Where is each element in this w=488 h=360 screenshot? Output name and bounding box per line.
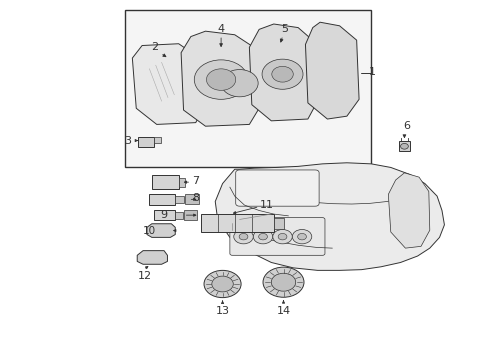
Text: 3: 3 bbox=[124, 136, 131, 145]
Circle shape bbox=[221, 69, 258, 97]
Text: 12: 12 bbox=[137, 271, 151, 282]
Bar bbox=[183, 211, 197, 220]
FancyBboxPatch shape bbox=[229, 218, 325, 255]
Circle shape bbox=[400, 143, 407, 149]
Circle shape bbox=[203, 270, 241, 298]
Bar bbox=[154, 136, 160, 143]
Bar bbox=[398, 141, 409, 151]
Circle shape bbox=[211, 276, 233, 292]
Bar bbox=[152, 175, 178, 189]
Bar bbox=[154, 210, 174, 220]
Text: 9: 9 bbox=[160, 210, 167, 220]
Polygon shape bbox=[215, 163, 444, 270]
Circle shape bbox=[297, 233, 306, 240]
Text: 4: 4 bbox=[217, 24, 224, 34]
Text: 14: 14 bbox=[276, 306, 290, 315]
Bar bbox=[273, 218, 283, 229]
Text: 1: 1 bbox=[368, 67, 375, 77]
Circle shape bbox=[263, 267, 304, 297]
Circle shape bbox=[271, 66, 293, 82]
Bar bbox=[149, 194, 174, 205]
Text: 7: 7 bbox=[191, 176, 199, 186]
Text: 10: 10 bbox=[142, 226, 156, 235]
Circle shape bbox=[272, 229, 292, 244]
Circle shape bbox=[194, 60, 247, 99]
Text: 5: 5 bbox=[281, 24, 287, 34]
Bar bbox=[125, 10, 370, 167]
Bar bbox=[178, 178, 184, 187]
Bar bbox=[174, 196, 183, 203]
Bar bbox=[200, 214, 273, 232]
Bar bbox=[138, 136, 154, 147]
Circle shape bbox=[233, 229, 253, 244]
Polygon shape bbox=[181, 31, 259, 126]
Polygon shape bbox=[305, 22, 358, 119]
Polygon shape bbox=[387, 173, 429, 248]
FancyBboxPatch shape bbox=[235, 170, 319, 206]
Polygon shape bbox=[147, 224, 175, 237]
Circle shape bbox=[262, 59, 303, 89]
Circle shape bbox=[292, 229, 311, 244]
Text: 6: 6 bbox=[402, 121, 409, 131]
Text: 11: 11 bbox=[260, 200, 274, 210]
Circle shape bbox=[278, 233, 286, 240]
Polygon shape bbox=[249, 24, 317, 121]
Text: 8: 8 bbox=[191, 193, 199, 203]
Bar bbox=[174, 212, 182, 219]
Circle shape bbox=[239, 233, 247, 240]
Circle shape bbox=[258, 233, 267, 240]
Bar bbox=[184, 194, 199, 204]
Circle shape bbox=[253, 229, 272, 244]
Text: 13: 13 bbox=[215, 306, 229, 315]
Text: 2: 2 bbox=[150, 42, 158, 51]
Circle shape bbox=[206, 69, 235, 90]
Polygon shape bbox=[132, 44, 203, 125]
Polygon shape bbox=[137, 251, 167, 264]
Circle shape bbox=[271, 273, 295, 291]
